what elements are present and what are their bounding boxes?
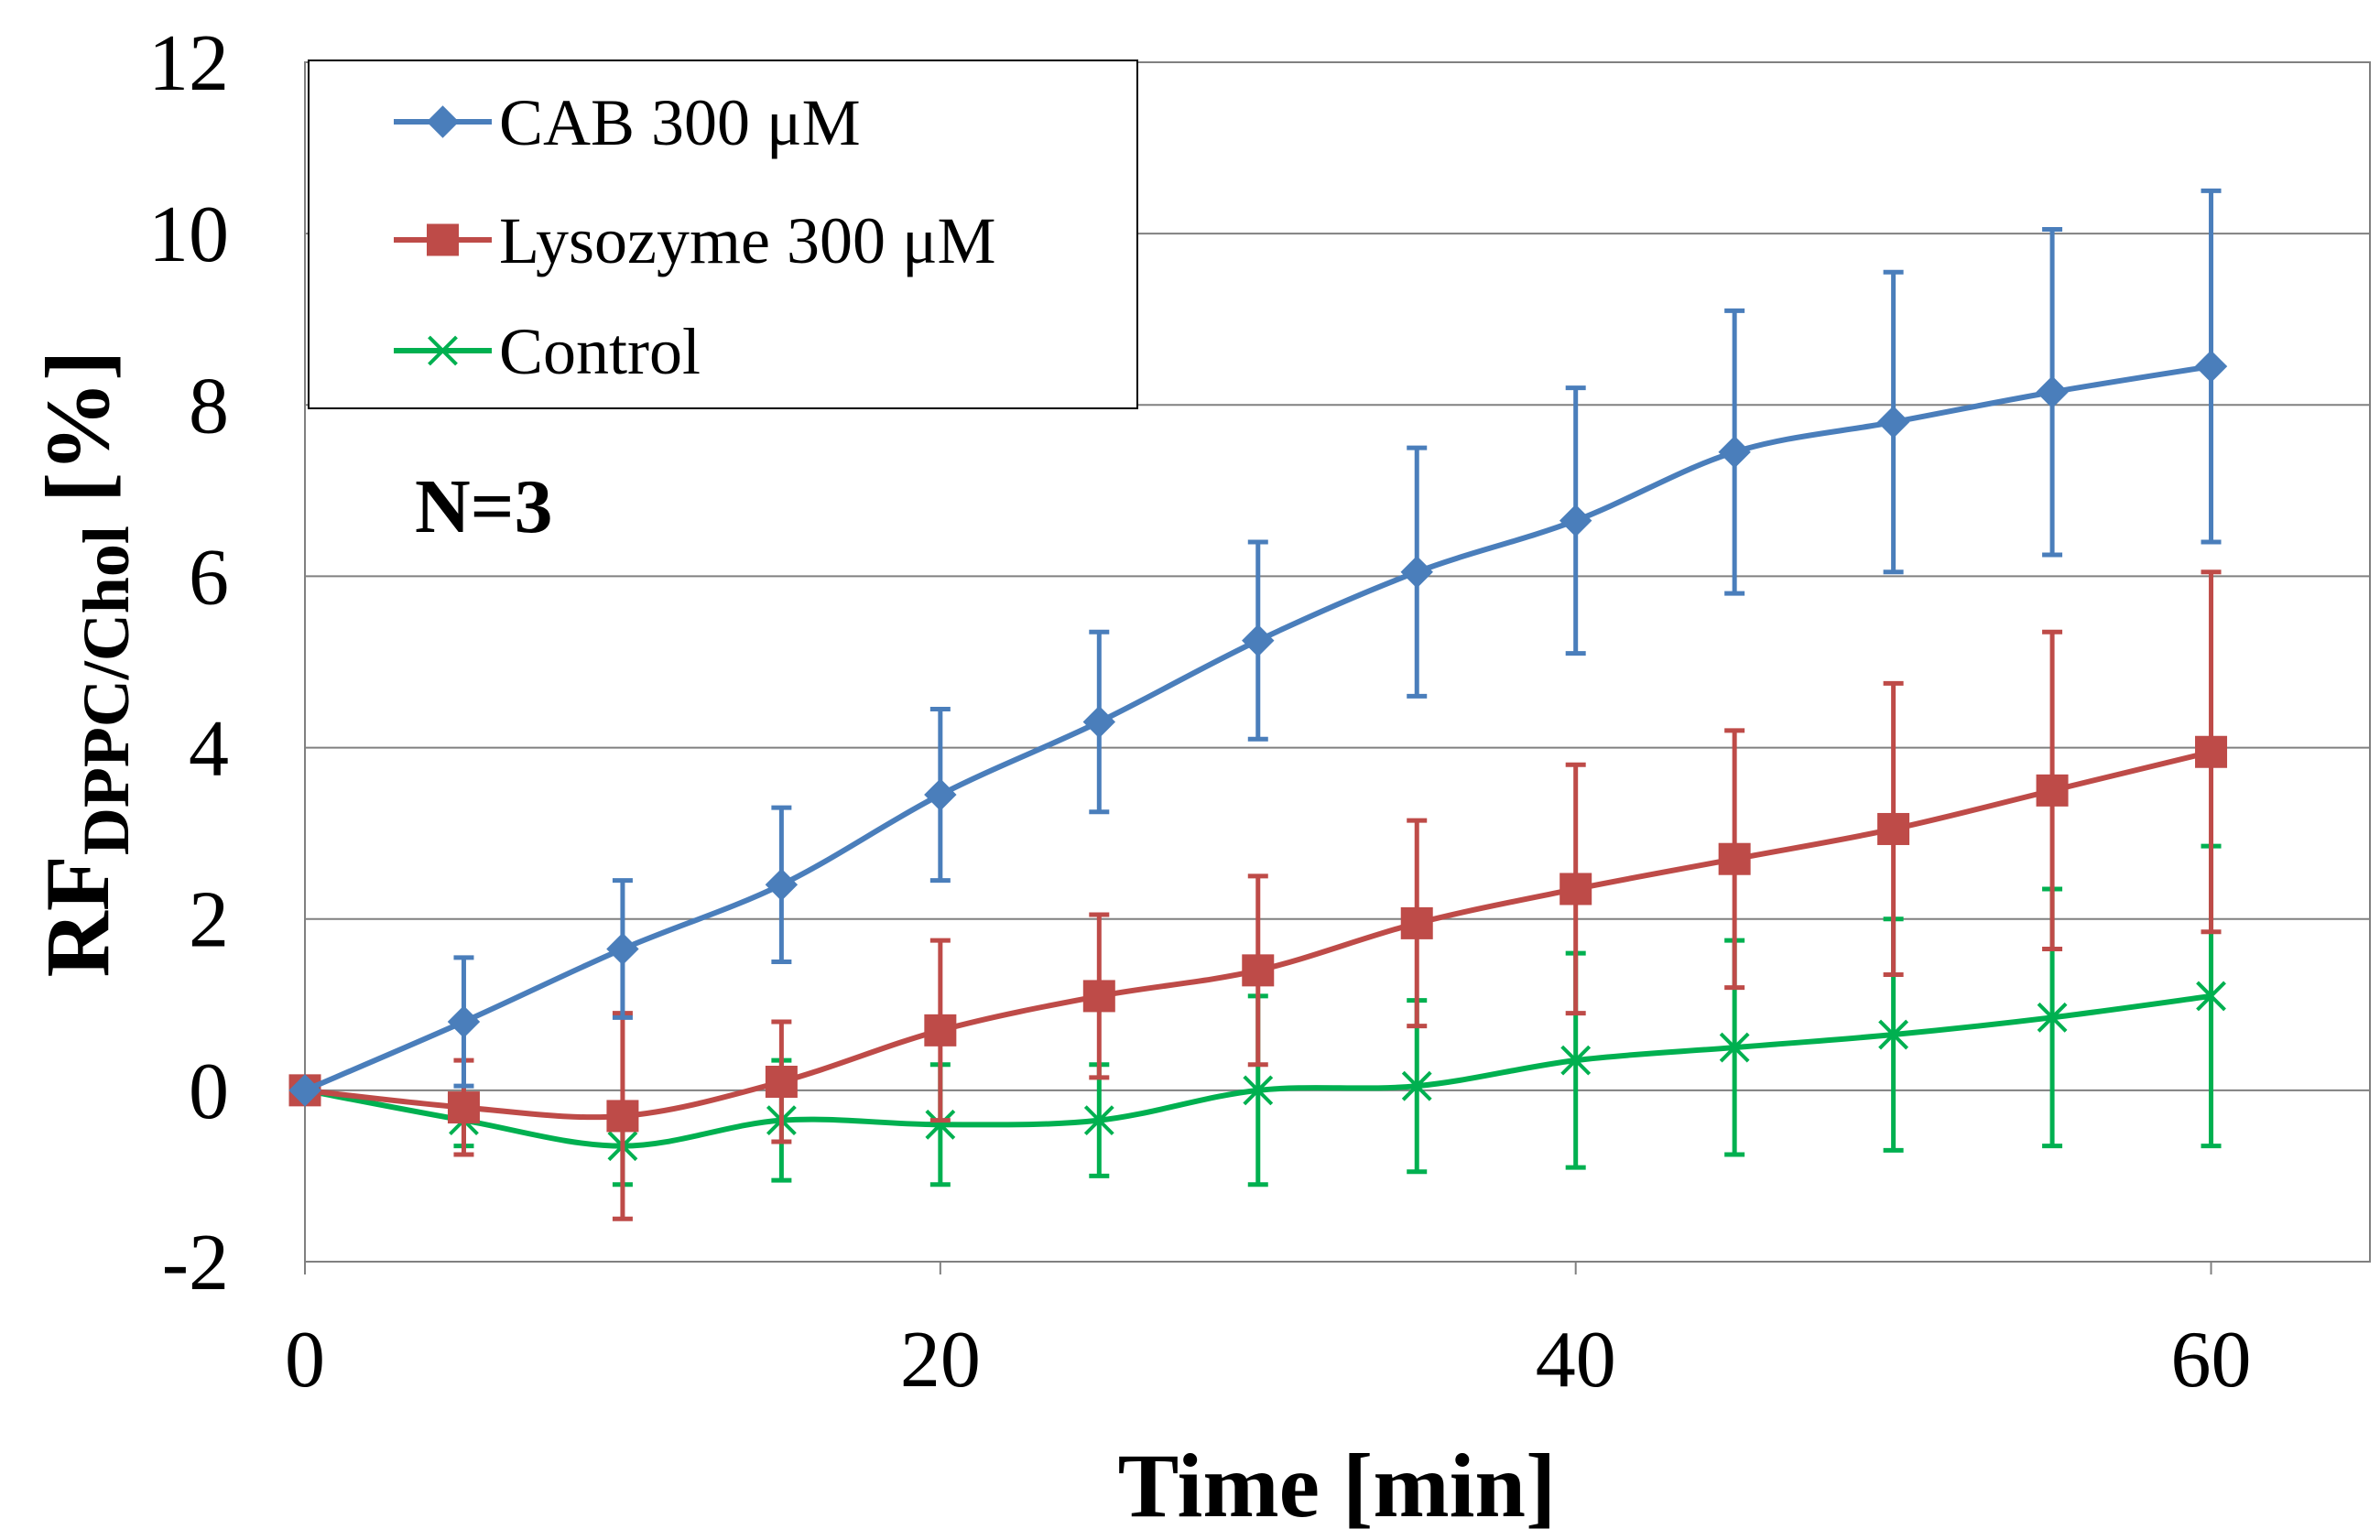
data-point: [1400, 556, 1433, 589]
y-tick-label: 4: [189, 705, 229, 794]
data-point: [924, 778, 957, 811]
legend-marker: [428, 335, 458, 366]
data-point: [1876, 406, 1910, 439]
data-point: [1559, 504, 1592, 537]
y-tick-label: -2: [162, 1219, 229, 1307]
legend-item-2: Control: [394, 315, 701, 388]
legend-items: CAB 300 μM Lysozyme 300 μM Control: [394, 86, 996, 388]
x-tick-label: 20: [900, 1316, 981, 1404]
legend-item-0: CAB 300 μM: [394, 86, 861, 159]
data-point: [924, 1014, 957, 1047]
data-point: [2037, 1002, 2068, 1033]
data-point: [1082, 980, 1115, 1013]
sample-size-annotation: N=3: [415, 464, 553, 549]
y-axis-title-subscript: DPPC/Chol: [70, 526, 143, 855]
data-point: [2195, 735, 2228, 768]
legend: CAB 300 μM Lysozyme 300 μM Control: [308, 60, 1138, 409]
data-point: [1718, 842, 1751, 875]
y-tick-label: 8: [189, 362, 229, 450]
data-point: [1401, 1070, 1432, 1101]
data-point: [1718, 436, 1751, 469]
data-point: [765, 868, 799, 901]
y-tick-label: 10: [148, 190, 229, 279]
data-point: [2194, 350, 2228, 383]
data-point: [2036, 774, 2069, 807]
data-point: [1082, 705, 1116, 739]
x-tick-label: 0: [285, 1316, 325, 1404]
data-point: [765, 1066, 798, 1098]
y-tick-label: 2: [189, 876, 229, 965]
y-tick-label: 12: [148, 19, 229, 108]
legend-label: CAB 300 μM: [499, 86, 861, 159]
data-point: [1877, 812, 1910, 845]
data-point: [1878, 1019, 1909, 1050]
data-point: [447, 1005, 481, 1038]
x-tick-label: 60: [2171, 1316, 2252, 1404]
plot-frame: [304, 61, 2371, 1263]
legend-label: Lysozyme 300 μM: [499, 204, 996, 277]
y-axis-title: RFDPPC/Chol [%]: [27, 351, 143, 978]
data-point: [1559, 873, 1592, 906]
data-point: [288, 1074, 321, 1107]
data-point: [2196, 981, 2226, 1012]
data-point: [1242, 954, 1275, 987]
series-1: [288, 569, 2228, 1221]
data-point: [447, 1091, 480, 1124]
data-point: [1719, 1032, 1750, 1063]
series-layer: [288, 188, 2228, 1221]
data-point: [2036, 375, 2069, 408]
legend-marker: [426, 105, 460, 138]
y-axis-title-main: RF: [27, 855, 128, 977]
y-axis-ticks: -2 0 2 4 6 8 10 12: [148, 19, 229, 1307]
data-point: [1560, 1045, 1592, 1076]
data-point: [1242, 624, 1275, 657]
data-point: [1083, 1105, 1114, 1136]
y-tick-label: 0: [189, 1047, 229, 1136]
y-tick-label: 6: [189, 533, 229, 622]
data-point: [1243, 1075, 1274, 1106]
y-axis-title-suffix: [%]: [27, 351, 128, 526]
data-point: [606, 932, 639, 966]
data-point: [606, 1100, 639, 1133]
x-axis-title: Time [min]: [1118, 1435, 1557, 1536]
x-tick-label: 40: [1536, 1316, 1616, 1404]
data-point: [925, 1109, 956, 1140]
x-axis-ticks: 0 20 40 60: [285, 1262, 2252, 1404]
legend-item-1: Lysozyme 300 μM: [394, 204, 996, 277]
legend-marker: [427, 223, 459, 256]
series-0: [288, 188, 2228, 1107]
data-point: [1400, 906, 1433, 939]
legend-label: Control: [499, 315, 701, 388]
